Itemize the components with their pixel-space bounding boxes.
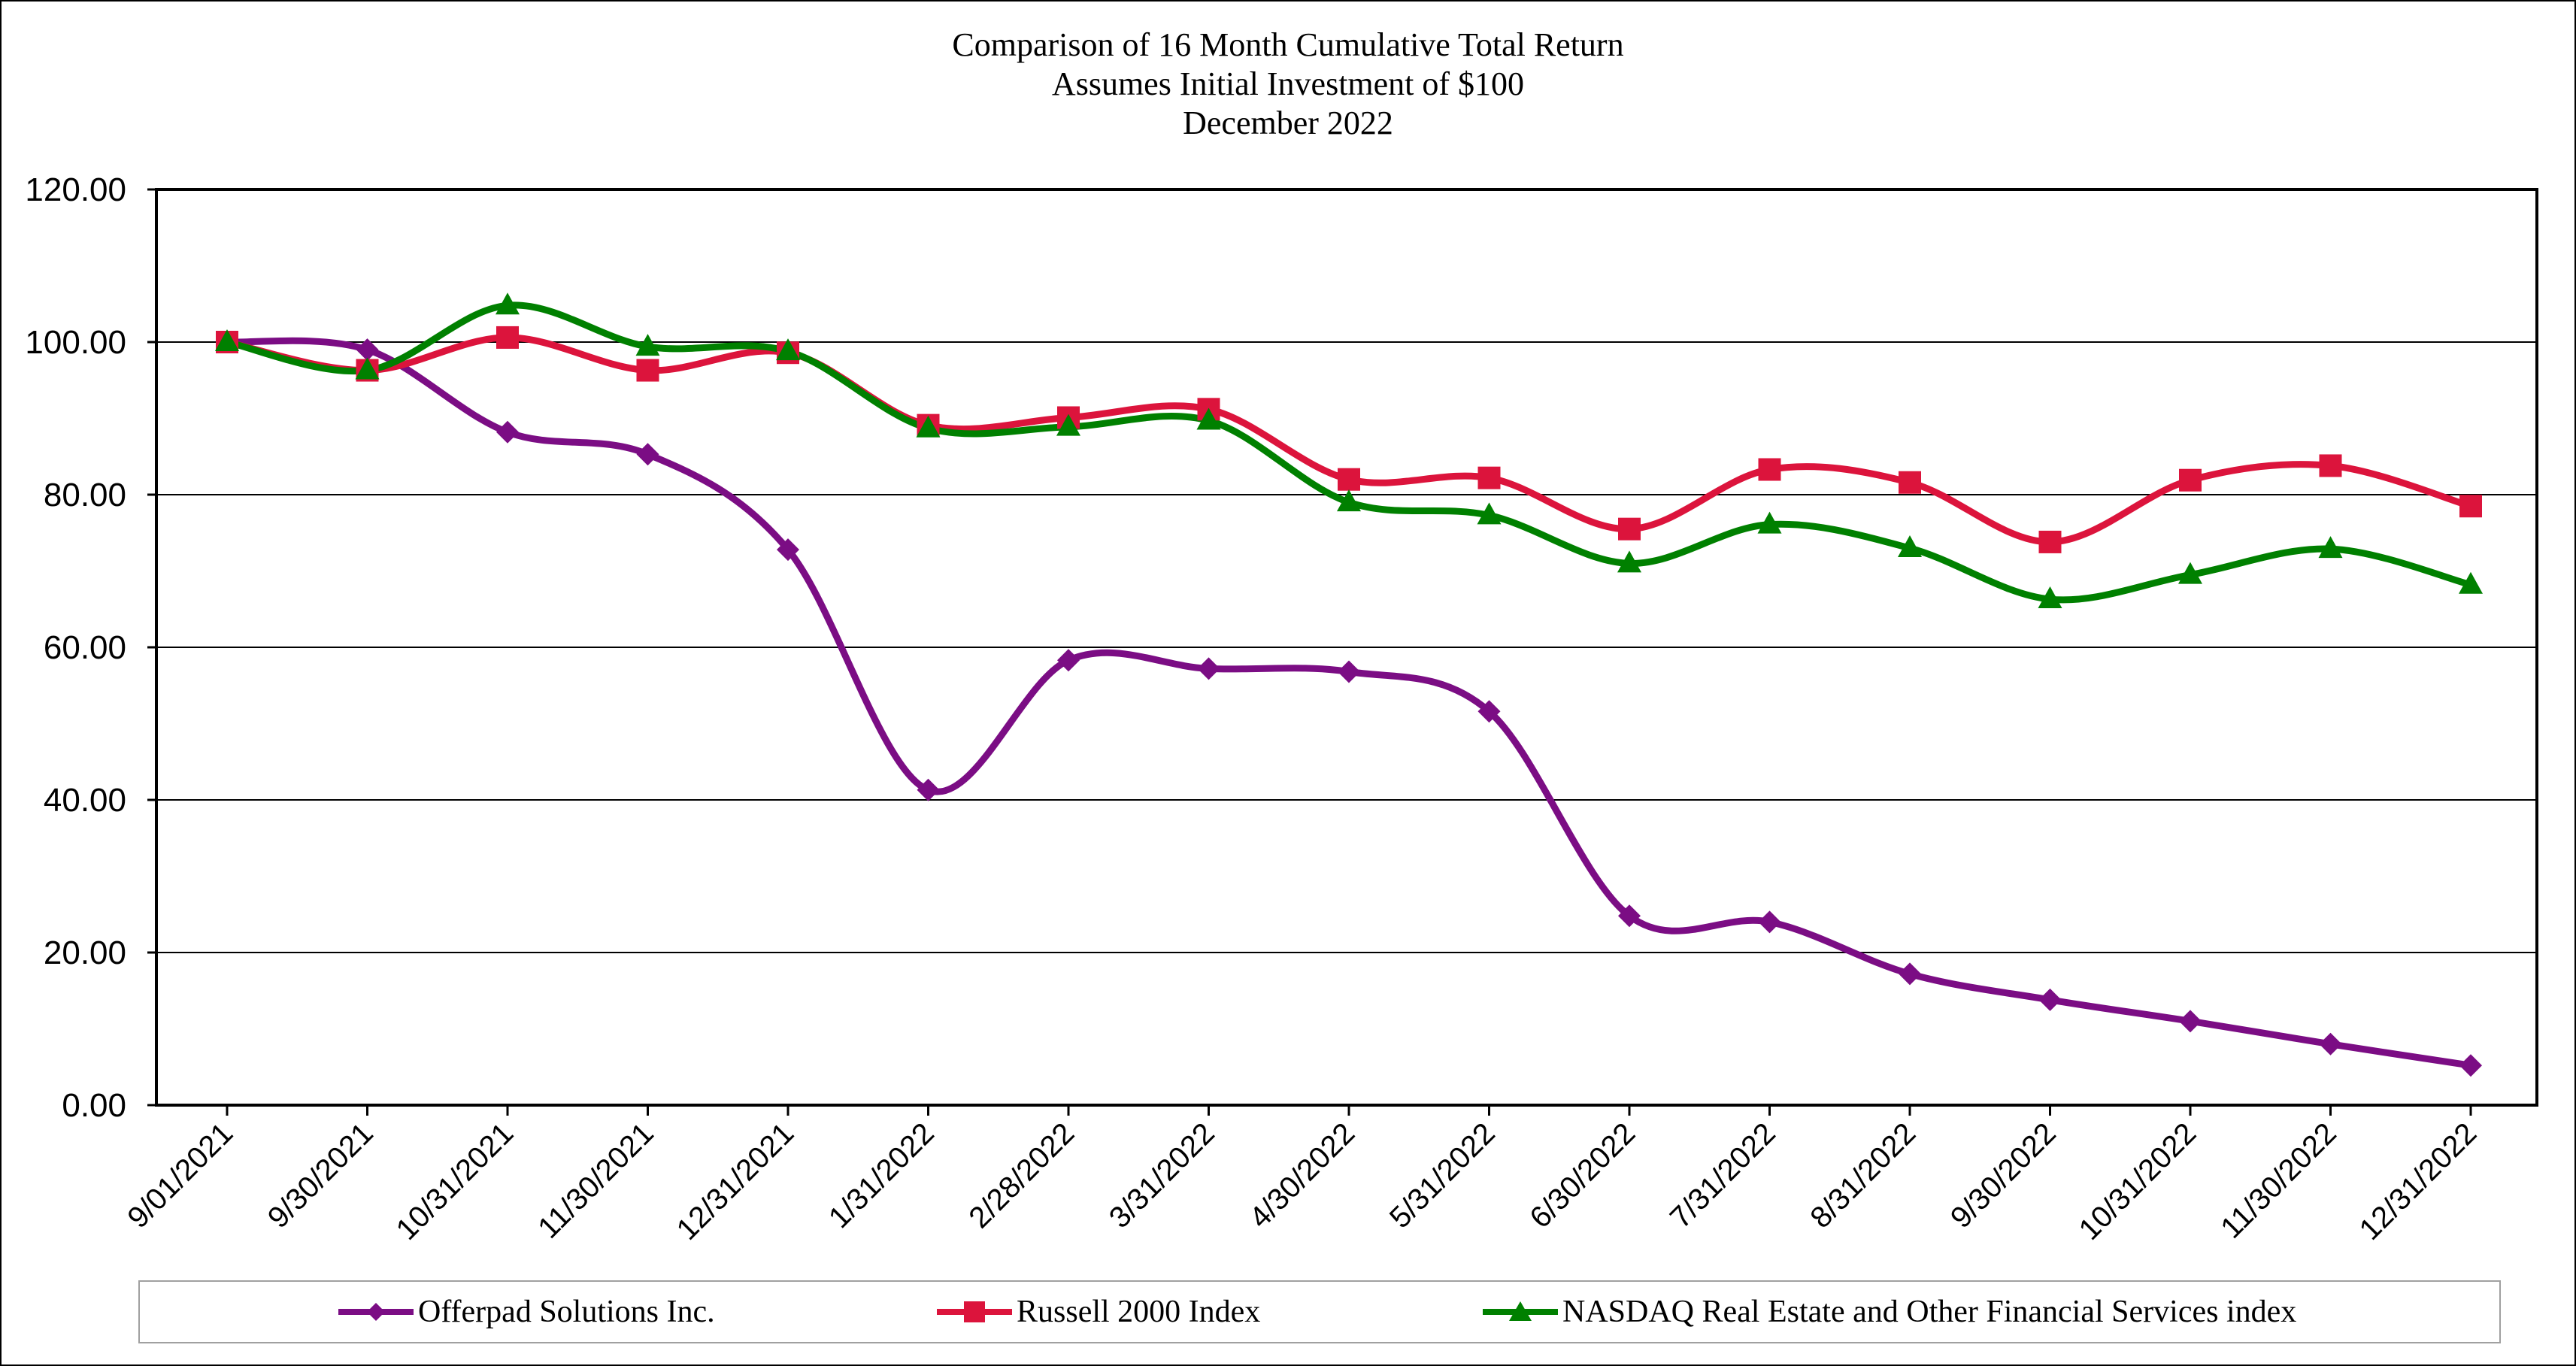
legend-item-offerpad: Offerpad Solutions Inc. <box>337 1282 715 1342</box>
x-tick-label: 9/30/2022 <box>1944 1116 2062 1234</box>
x-tick-label: 4/30/2022 <box>1243 1116 1361 1234</box>
legend-item-russell: Russell 2000 Index <box>935 1282 1260 1342</box>
data-point-diamond <box>917 778 940 801</box>
data-point-triangle <box>635 334 660 356</box>
chart-title-line-3: December 2022 <box>1183 104 1393 141</box>
series-line-0 <box>223 337 2474 1069</box>
x-tick-label: 12/31/2022 <box>2353 1116 2484 1246</box>
data-point-diamond <box>2459 1054 2482 1077</box>
legend-swatch-offerpad <box>338 1303 414 1321</box>
data-point-diamond <box>1057 649 1080 672</box>
data-point-square <box>1758 458 1781 481</box>
data-point-triangle <box>1757 511 1782 534</box>
data-point-diamond <box>2179 1010 2202 1033</box>
x-tick-label: 11/30/2022 <box>2214 1116 2343 1245</box>
data-point-square <box>636 359 659 382</box>
data-point-triangle <box>1477 502 1502 525</box>
x-tick-label: 9/01/2021 <box>121 1116 239 1234</box>
legend-item-nasdaq: NASDAQ Real Estate and Other Financial S… <box>1481 1282 2296 1342</box>
data-point-square <box>2459 495 2482 518</box>
data-point-square <box>2179 468 2202 492</box>
tick-labels: 0.00 20.00 40.00 60.00 80.00 100.00 120.00 9/01… <box>25 171 2483 1246</box>
x-tick-label: 9/30/2021 <box>262 1116 380 1234</box>
axes <box>147 188 2538 1116</box>
data-point-diamond <box>1477 700 1501 723</box>
legend-label-russell: Russell 2000 Index <box>1017 1295 1261 1329</box>
legend-label-offerpad: Offerpad Solutions Inc. <box>418 1295 715 1329</box>
legend-label-nasdaq: NASDAQ Real Estate and Other Financial S… <box>1562 1295 2297 1329</box>
y-tick-label: 40.00 <box>44 782 126 819</box>
data-point-diamond <box>356 338 379 362</box>
legend-swatch-russell <box>937 1301 1012 1322</box>
x-tick-label: 5/31/2022 <box>1383 1116 1502 1234</box>
y-tick-label: 100.00 <box>25 324 126 361</box>
data-point-square <box>2038 530 2062 553</box>
data-point-diamond <box>1197 657 1220 680</box>
data-point-diamond <box>1899 962 1921 986</box>
x-tick-label: 7/31/2022 <box>1664 1116 1782 1234</box>
data-point-square <box>1477 466 1501 489</box>
data-point-square <box>1338 468 1360 491</box>
data-point-triangle <box>215 329 239 351</box>
data-point-triangle <box>776 338 800 361</box>
data-point-triangle <box>2038 586 2062 609</box>
data-point-diamond <box>2319 1032 2342 1056</box>
data-point-square <box>496 326 519 349</box>
data-point-diamond <box>1618 904 1641 928</box>
data-point-triangle <box>916 415 941 438</box>
data-point-diamond <box>1758 910 1781 934</box>
y-tick-label: 120.00 <box>25 171 126 208</box>
y-tick-label: 60.00 <box>44 629 126 666</box>
data-point-square <box>1899 471 1921 494</box>
x-tick-label: 11/30/2021 <box>532 1116 660 1245</box>
legend: Offerpad Solutions Inc. Russell 2000 Ind… <box>138 1280 2501 1343</box>
chart-title-line-1: Comparison of 16 Month Cumulative Total … <box>952 26 1624 63</box>
data-point-triangle <box>1898 535 1922 558</box>
y-tick-label: 80.00 <box>44 477 126 513</box>
data-point-square <box>2319 454 2342 477</box>
data-point-diamond <box>777 538 799 562</box>
data-point-triangle <box>2178 562 2202 584</box>
data-point-triangle <box>496 292 520 315</box>
x-tick-label: 2/28/2022 <box>962 1116 1080 1234</box>
data-point-triangle <box>1617 550 1641 573</box>
x-tick-label: 10/31/2021 <box>390 1116 520 1246</box>
x-tick-label: 6/30/2022 <box>1523 1116 1641 1234</box>
data-point-square <box>1618 517 1641 541</box>
chart-title-line-2: Assumes Initial Investment of $100 <box>1051 65 1525 102</box>
data-point-triangle <box>1337 489 1361 512</box>
plot-area-border <box>155 188 2538 1107</box>
data-point-triangle <box>1196 407 1221 430</box>
series-markers <box>215 292 2483 1077</box>
data-point-diamond <box>2038 988 2062 1011</box>
data-point-diamond <box>496 420 519 444</box>
x-tick-label: 3/31/2022 <box>1103 1116 1221 1234</box>
x-tick-label: 8/31/2022 <box>1804 1116 1922 1234</box>
data-point-diamond <box>1338 660 1360 683</box>
series-lines <box>223 301 2474 1069</box>
chart-title: Comparison of 16 Month Cumulative Total … <box>0 26 2576 143</box>
x-tick-label: 12/31/2021 <box>671 1116 801 1246</box>
legend-swatch-nasdaq <box>1483 1301 1558 1321</box>
data-point-diamond <box>636 443 659 466</box>
data-point-triangle <box>2459 571 2483 594</box>
x-tick-label: 10/31/2022 <box>2073 1116 2203 1246</box>
data-point-triangle <box>355 357 380 380</box>
data-point-triangle <box>2318 536 2343 559</box>
data-point-triangle <box>1056 413 1080 436</box>
y-tick-label: 20.00 <box>44 934 126 971</box>
y-tick-label: 0.00 <box>62 1087 126 1124</box>
x-tick-label: 1/31/2022 <box>823 1116 941 1234</box>
